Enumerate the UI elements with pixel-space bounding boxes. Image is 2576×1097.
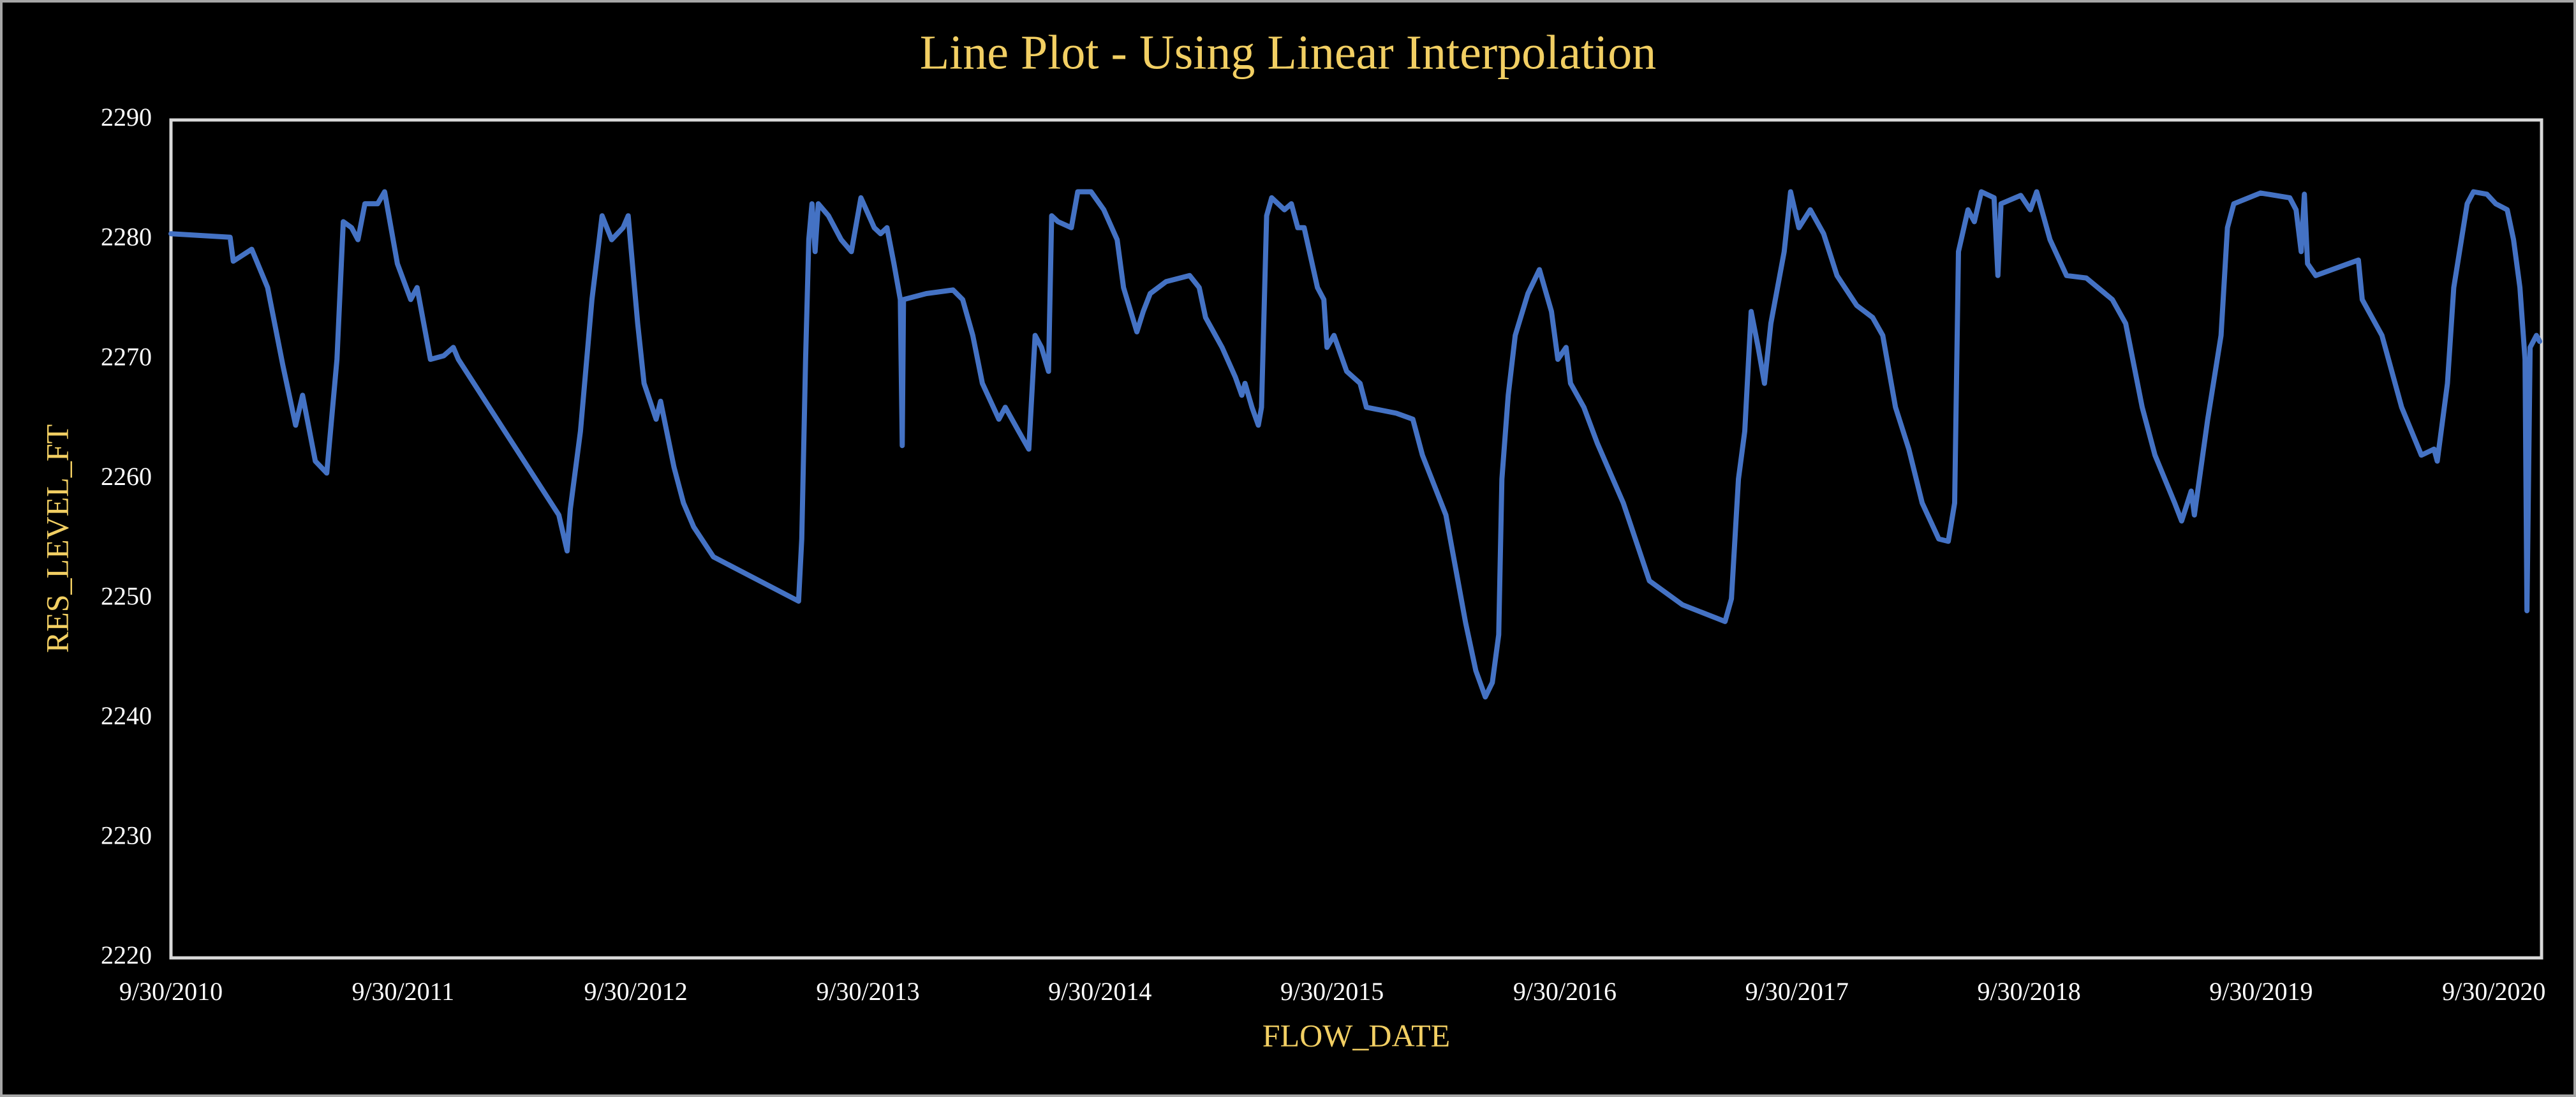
plot-area <box>169 118 2543 960</box>
data-line <box>168 189 2542 700</box>
x-tick-label: 9/30/2015 <box>1280 977 1384 1006</box>
y-tick-label: 2280 <box>101 223 152 251</box>
y-tick-label: 2220 <box>101 941 152 969</box>
y-axis-title: RES_LEVEL_FT <box>39 424 75 653</box>
x-tick-label: 9/30/2019 <box>2209 977 2313 1006</box>
x-tick-label: 9/30/2018 <box>1977 977 2080 1006</box>
x-tick-label: 9/30/2012 <box>584 977 688 1006</box>
y-tick-label: 2240 <box>101 701 152 730</box>
x-tick-label: 9/30/2017 <box>1745 977 1849 1006</box>
x-tick-label: 9/30/2014 <box>1048 977 1151 1006</box>
y-tick-label: 2260 <box>101 462 152 491</box>
y-tick-label: 2250 <box>101 581 152 610</box>
x-tick-label: 9/30/2013 <box>816 977 919 1006</box>
y-tick-label: 2290 <box>101 103 152 131</box>
y-tick-label: 2230 <box>101 821 152 850</box>
chart-title: Line Plot - Using Linear Interpolation <box>920 26 1657 79</box>
x-tick-label: 9/30/2010 <box>119 977 223 1006</box>
y-tick-label: 2270 <box>101 342 152 371</box>
x-axis-title: FLOW_DATE <box>1262 1017 1450 1053</box>
x-tick-label: 9/30/2016 <box>1513 977 1617 1006</box>
x-tick-label: 9/30/2020 <box>2442 977 2545 1006</box>
x-tick-label: 9/30/2011 <box>352 977 454 1006</box>
